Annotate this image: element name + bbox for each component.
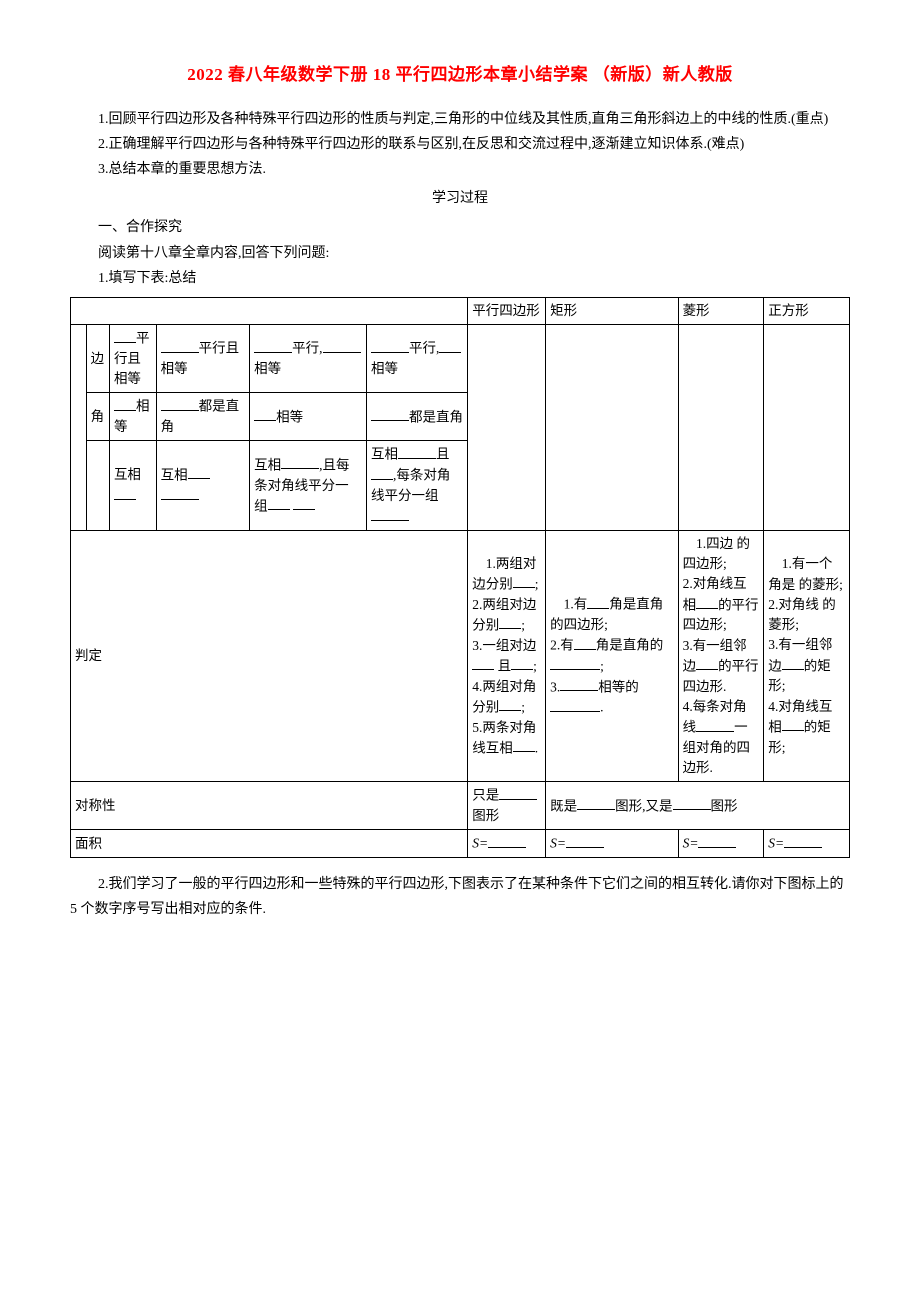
- row-bian: 边 平行且相等 平行且相等 平行,相等 平行,相等: [71, 325, 850, 393]
- row-jiao-c3: 相等: [250, 393, 367, 441]
- row-dcx: 对称性 只是图形 既是图形,又是图形: [71, 782, 850, 830]
- mj-lx: S=: [678, 830, 764, 858]
- section-1b: 1.填写下表:总结: [70, 266, 850, 291]
- dcx-pxsbx: 只是图形: [468, 782, 546, 830]
- mj-pxsbx: S=: [468, 830, 546, 858]
- row-pd: 判定 1.两组对边分别;2.两组对边分别;3.一组对边 且;4.两组对角分别;5…: [71, 530, 850, 782]
- pd-lx: 1.四边 的四边形;2.对角线互相的平行四边形;3.有一组邻边的平行四边形.4.…: [678, 530, 764, 782]
- summary-table: 平行四边形 矩形 菱形 正方形 边 平行且相等 平行且相等 平行,相等 平行,相…: [70, 297, 850, 858]
- hdr-zfx: 正方形: [764, 297, 850, 324]
- intro-p1: 1.回顾平行四边形及各种特殊平行四边形的性质与判定,三角形的中位线及其性质,直角…: [70, 107, 850, 132]
- section-1a: 阅读第十八章全章内容,回答下列问题:: [70, 241, 850, 266]
- pd-pxsbx: 1.两组对边分别;2.两组对边分别;3.一组对边 且;4.两组对角分别;5.两条…: [468, 530, 546, 782]
- table-header-row: 平行四边形 矩形 菱形 正方形: [71, 297, 850, 324]
- dcx-other: 既是图形,又是图形: [546, 782, 850, 830]
- process-heading: 学习过程: [70, 186, 850, 211]
- row-djx-c3: 互相,且每条对角线平分一组: [250, 441, 367, 531]
- mj-label: 面积: [71, 830, 468, 858]
- row-djx-c4: 互相且,每条对角线平分一组: [366, 441, 467, 531]
- intro-p2: 2.正确理解平行四边形与各种特殊平行四边形的联系与区别,在反思和交流过程中,逐渐…: [70, 132, 850, 157]
- hdr-lx: 菱形: [678, 297, 764, 324]
- row-bian-c2: 平行且相等: [156, 325, 249, 393]
- row-djx-c1: 互相: [109, 441, 156, 531]
- row-djx-c2: 互相: [156, 441, 249, 531]
- row-jiao-c1: 相等: [109, 393, 156, 441]
- section-1: 一、合作探究: [70, 215, 850, 240]
- page-title: 2022 春八年级数学下册 18 平行四边形本章小结学案 （新版）新人教版: [70, 60, 850, 91]
- dcx-label: 对称性: [71, 782, 468, 830]
- footer-p: 2.我们学习了一般的平行四边形和一些特殊的平行四边形,下图表示了在某种条件下它们…: [70, 872, 850, 922]
- hdr-jx: 矩形: [546, 297, 678, 324]
- mj-zfx: S=: [764, 830, 850, 858]
- hdr-pxsbx: 平行四边形: [468, 297, 546, 324]
- row-bian-c4: 平行,相等: [366, 325, 467, 393]
- row-jiao-c2: 都是直角: [156, 393, 249, 441]
- pd-label: 判定: [71, 530, 468, 782]
- pd-jx: 1.有角是直角的四边形;2.有角是直角的;3.相等的.: [546, 530, 678, 782]
- row-bian-c1: 平行且相等: [109, 325, 156, 393]
- row-bian-c3: 平行,相等: [250, 325, 367, 393]
- mj-jx: S=: [546, 830, 678, 858]
- row-mj: 面积 S= S= S= S=: [71, 830, 850, 858]
- row-jiao-label: 角: [86, 393, 109, 441]
- row-bian-label: 边: [86, 325, 109, 393]
- intro-p3: 3.总结本章的重要思想方法.: [70, 157, 850, 182]
- pd-zfx: 1.有一个角是 的菱形;2.对角线 的菱形;3.有一组邻边的矩形;4.对角线互相…: [764, 530, 850, 782]
- row-jiao-c4: 都是直角: [366, 393, 467, 441]
